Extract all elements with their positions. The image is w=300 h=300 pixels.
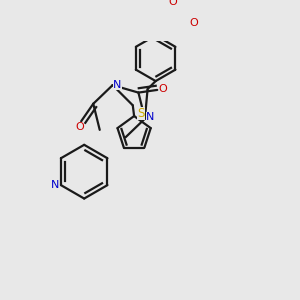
Text: N: N	[146, 112, 154, 122]
Text: O: O	[189, 18, 198, 28]
Text: N: N	[113, 80, 122, 90]
Text: S: S	[137, 107, 145, 120]
Text: O: O	[159, 84, 167, 94]
Text: N: N	[51, 180, 59, 190]
Text: O: O	[76, 122, 84, 132]
Text: O: O	[169, 0, 178, 7]
